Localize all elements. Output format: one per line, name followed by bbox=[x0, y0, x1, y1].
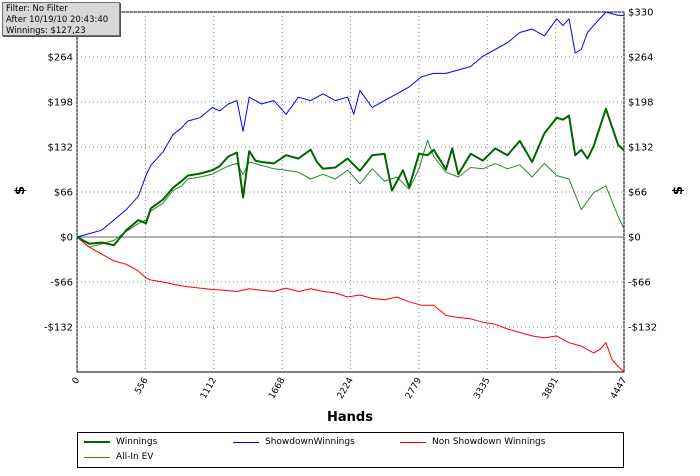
x-tick-label: 2779 bbox=[404, 376, 424, 401]
y-tick-label-right: -$132 bbox=[628, 323, 657, 334]
legend-swatch-showdown bbox=[233, 441, 259, 443]
legend-label-winnings: Winnings bbox=[116, 437, 158, 447]
legend-swatch-allin-ev bbox=[84, 456, 110, 458]
y-axis-right: $330 $264 $198 $132 $66 $0 -$66 -$132 bbox=[628, 8, 657, 334]
legend-item-winnings: Winnings bbox=[84, 437, 157, 447]
winnings-chart: $330 $264 $198 $132 $66 $0 -$66 -$132 $330 $264 $… bbox=[44, 8, 657, 401]
legend-label-allin-ev: All-In EV bbox=[116, 452, 154, 462]
legend: Winnings ShowdownWinnings Non Showdown W… bbox=[77, 432, 624, 468]
y-tick-label-left: $0 bbox=[60, 233, 73, 244]
y-axis-title-right: $ bbox=[671, 185, 687, 196]
x-tick-label: 0 bbox=[71, 376, 83, 386]
x-axis: 0 556 1112 1668 2224 2779 3335 3891 4447 bbox=[71, 376, 630, 401]
x-tick-label: 556 bbox=[133, 376, 150, 396]
y-tick-label-left: $132 bbox=[48, 143, 73, 154]
x-tick-label: 1112 bbox=[199, 376, 219, 401]
y-tick-label-left: -$132 bbox=[44, 323, 73, 334]
filter-info-box: Filter: No Filter After 10/19/10 20:43:4… bbox=[2, 2, 120, 36]
legend-item-non-showdown: Non Showdown Winnings bbox=[400, 437, 545, 447]
x-tick-label: 1668 bbox=[267, 376, 287, 401]
series-lines bbox=[76, 11, 625, 373]
legend-swatch-winnings bbox=[84, 441, 110, 443]
filter-text: Filter: No Filter bbox=[6, 4, 68, 14]
y-axis-left: $330$264$198$132$66$0-$66-$132 bbox=[44, 8, 73, 334]
y-tick-label-right: $330 bbox=[628, 8, 653, 19]
legend-label-showdown: ShowdownWinnings bbox=[265, 437, 355, 447]
y-tick-label-right: -$66 bbox=[628, 278, 651, 289]
x-tick-label: 2224 bbox=[336, 376, 356, 401]
y-tick-label-left: -$66 bbox=[50, 278, 73, 289]
grid bbox=[76, 11, 625, 372]
legend-item-showdown: ShowdownWinnings bbox=[233, 437, 355, 447]
series-allin-ev bbox=[76, 139, 625, 248]
y-tick-label-right: $198 bbox=[628, 98, 653, 109]
y-tick-label-left: $66 bbox=[54, 188, 73, 199]
series-showdown-winnings bbox=[76, 11, 624, 238]
after-date-text: After 10/19/10 20:43:40 bbox=[6, 15, 109, 25]
series-non-showdown-winnings bbox=[76, 236, 625, 373]
legend-label-non-showdown: Non Showdown Winnings bbox=[432, 437, 546, 447]
winnings-total-text: Winnings: $127,23 bbox=[6, 26, 86, 36]
y-axis-title-left: $ bbox=[13, 185, 29, 196]
x-tick-label: 4447 bbox=[609, 376, 629, 401]
y-tick-label-left: $264 bbox=[48, 53, 73, 64]
legend-swatch-non-showdown bbox=[400, 441, 426, 443]
legend-item-allin-ev: All-In EV bbox=[84, 452, 153, 462]
y-tick-label-right: $66 bbox=[628, 188, 647, 199]
x-tick-label: 3335 bbox=[472, 376, 492, 401]
y-tick-label-right: $0 bbox=[628, 233, 641, 244]
y-tick-label-right: $264 bbox=[628, 53, 653, 64]
x-axis-title: Hands bbox=[327, 410, 373, 425]
x-tick-label: 3891 bbox=[541, 376, 561, 401]
y-tick-label-left: $198 bbox=[48, 98, 73, 109]
y-tick-label-right: $132 bbox=[628, 143, 653, 154]
series-winnings bbox=[76, 107, 625, 247]
